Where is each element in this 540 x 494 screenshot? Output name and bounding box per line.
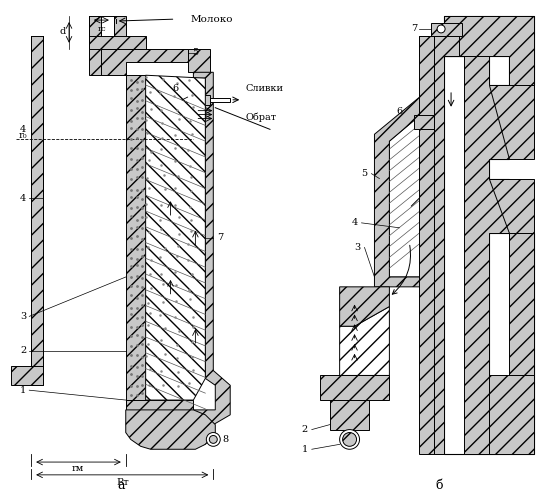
Circle shape (210, 436, 217, 443)
Polygon shape (419, 36, 434, 454)
Text: б: б (435, 479, 443, 492)
Polygon shape (330, 400, 369, 430)
Polygon shape (374, 85, 444, 287)
Polygon shape (89, 36, 146, 48)
Text: d: d (60, 27, 66, 37)
Text: r₀: r₀ (19, 131, 28, 140)
Text: Обрат: Обрат (245, 113, 276, 123)
Text: 5: 5 (361, 169, 368, 178)
Text: 5: 5 (192, 48, 198, 57)
Polygon shape (188, 48, 210, 72)
Polygon shape (146, 75, 205, 400)
Polygon shape (126, 400, 193, 410)
Circle shape (206, 433, 220, 446)
Polygon shape (126, 75, 146, 410)
Text: 4: 4 (20, 194, 26, 203)
Polygon shape (340, 287, 389, 326)
Polygon shape (31, 36, 43, 385)
Text: 7: 7 (217, 233, 224, 242)
Polygon shape (431, 23, 462, 36)
Text: а: а (117, 479, 125, 492)
Text: 1: 1 (302, 445, 308, 454)
Polygon shape (444, 55, 509, 454)
Polygon shape (11, 366, 43, 385)
Polygon shape (489, 375, 534, 454)
Text: 4: 4 (20, 125, 26, 134)
Text: 8: 8 (222, 435, 228, 444)
Text: 3: 3 (20, 312, 26, 321)
Polygon shape (340, 307, 389, 375)
Polygon shape (444, 16, 534, 85)
Polygon shape (419, 36, 459, 454)
Text: 7: 7 (411, 24, 417, 34)
Circle shape (340, 430, 360, 449)
Polygon shape (489, 233, 534, 454)
Text: Сливки: Сливки (245, 83, 283, 92)
Text: 2: 2 (20, 346, 26, 355)
Polygon shape (434, 36, 459, 454)
Text: Молоко: Молоко (191, 15, 233, 24)
Text: rм: rм (72, 464, 84, 473)
Polygon shape (126, 75, 146, 400)
Text: 6: 6 (172, 83, 179, 92)
Text: 2: 2 (302, 425, 308, 434)
Text: 1: 1 (20, 386, 26, 395)
Polygon shape (101, 16, 114, 65)
Polygon shape (101, 48, 188, 75)
Text: 4: 4 (352, 218, 357, 227)
Polygon shape (444, 16, 534, 85)
Text: Rт: Rт (117, 478, 129, 487)
Polygon shape (193, 72, 230, 425)
Circle shape (437, 25, 445, 33)
Polygon shape (464, 55, 509, 454)
Polygon shape (489, 85, 534, 159)
Text: rс: rс (98, 25, 106, 33)
Polygon shape (126, 410, 215, 449)
Polygon shape (89, 16, 101, 75)
Polygon shape (414, 115, 434, 129)
Text: 6: 6 (396, 107, 402, 116)
Polygon shape (185, 95, 210, 105)
FancyArrowPatch shape (393, 246, 410, 294)
Polygon shape (320, 375, 389, 400)
Circle shape (342, 433, 356, 446)
Polygon shape (210, 98, 230, 102)
Text: 3: 3 (354, 243, 361, 252)
Polygon shape (509, 233, 534, 375)
Polygon shape (489, 178, 534, 233)
Polygon shape (389, 95, 444, 277)
Polygon shape (114, 16, 126, 65)
